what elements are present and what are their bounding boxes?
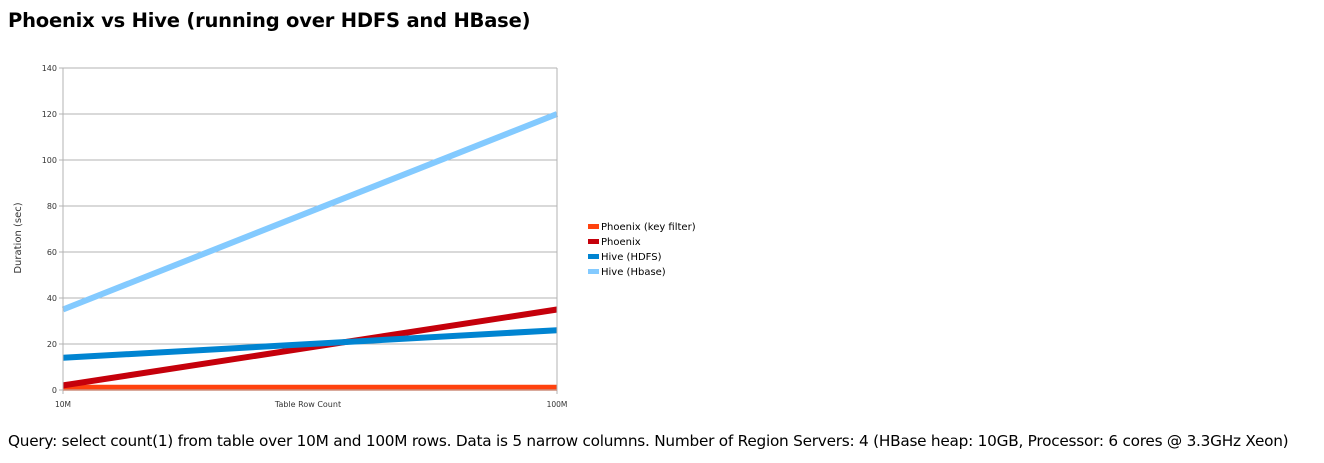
y-tick-label: 0 (52, 386, 57, 395)
y-axis-ticks: 0 20 40 60 80 100 120 140 (42, 64, 63, 395)
chart-caption: Query: select count(1) from table over 1… (8, 432, 1289, 450)
x-tick-label: 10M (55, 400, 71, 409)
chart-series-lines (61, 111, 559, 391)
line-chart: 0 20 40 60 80 100 120 140 10M 100M Duration (sec… (13, 64, 696, 409)
y-tick-label: 120 (42, 110, 57, 119)
chart-axes (62, 68, 558, 391)
page-title: Phoenix vs Hive (running over HDFS and H… (8, 9, 531, 32)
y-tick-label: 60 (47, 248, 57, 257)
legend-swatch-phoenix-key-filter (588, 224, 599, 229)
y-axis-label: Duration (sec) (13, 202, 24, 273)
y-tick-label: 80 (47, 202, 57, 211)
legend-label-hive-hdfs: Hive (HDFS) (601, 252, 662, 263)
chart-legend: Phoenix (key filter) Phoenix Hive (HDFS) Hi… (588, 222, 696, 278)
legend-swatch-phoenix (588, 239, 599, 244)
legend-swatch-hive-hbase (588, 269, 599, 274)
series-line-hive-hdfs (62, 327, 558, 361)
y-tick-label: 40 (47, 294, 57, 303)
x-axis-label: Table Row Count (274, 400, 341, 409)
chart-gridlines (63, 67, 557, 345)
legend-label-phoenix-key-filter: Phoenix (key filter) (601, 222, 696, 233)
y-tick-label: 140 (42, 64, 57, 73)
legend-label-hive-hbase: Hive (Hbase) (601, 267, 666, 278)
legend-swatch-hive-hdfs (588, 254, 599, 259)
series-line-hive-hbase (61, 111, 559, 313)
x-tick-label: 100M (547, 400, 568, 409)
y-tick-label: 100 (42, 156, 57, 165)
legend-label-phoenix: Phoenix (601, 237, 641, 248)
y-tick-label: 20 (47, 340, 57, 349)
series-line-phoenix (62, 306, 558, 389)
